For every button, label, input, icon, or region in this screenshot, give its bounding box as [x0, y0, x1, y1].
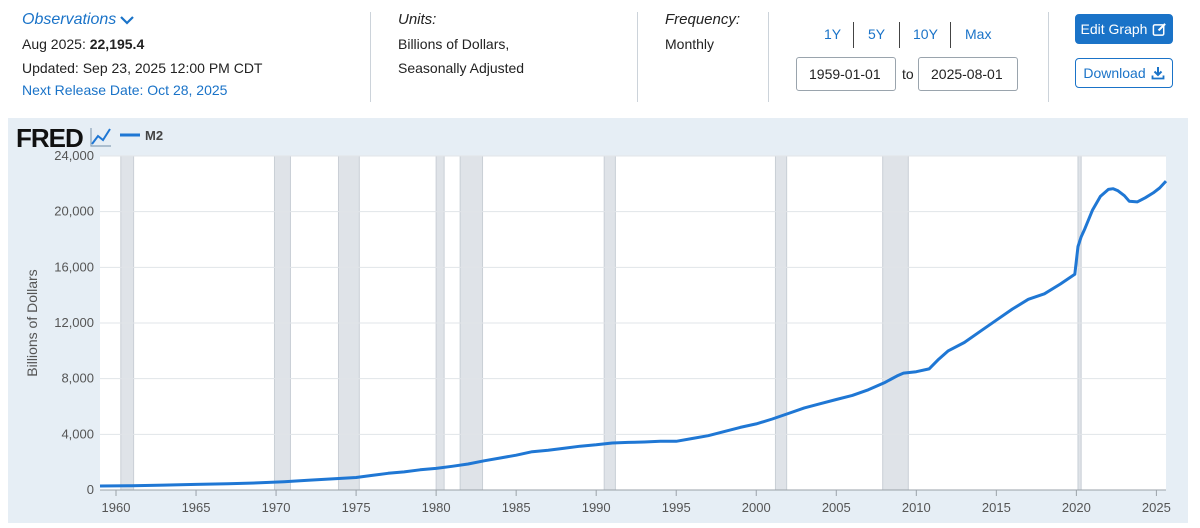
- y-tick-label: 12,000: [54, 315, 94, 330]
- units-line-1: Billions of Dollars,: [398, 36, 510, 52]
- x-tick-label: 1980: [422, 500, 451, 515]
- y-tick-label: 16,000: [54, 259, 94, 274]
- x-tick-label: 1975: [342, 500, 371, 515]
- x-tick-label: 1985: [502, 500, 531, 515]
- divider: [768, 12, 769, 102]
- x-tick-label: 2010: [902, 500, 931, 515]
- edit-graph-label: Edit Graph: [1080, 21, 1148, 37]
- chevron-down-icon: [120, 15, 135, 25]
- frequency-label: Frequency:: [665, 11, 741, 28]
- start-date-input[interactable]: [796, 57, 896, 91]
- edit-icon: [1153, 22, 1167, 36]
- x-tick-label: 2015: [982, 500, 1011, 515]
- end-date-input[interactable]: [918, 57, 1018, 91]
- m2-line-chart: 0 4,000 8,000 12,000 16,000 20,000 24,000 1960 1…: [16, 123, 1171, 515]
- legend-label-m2: M2: [145, 128, 163, 143]
- latest-observation: Aug 2025: 22,195.4: [22, 36, 145, 52]
- units-label: Units:: [398, 11, 437, 28]
- download-button[interactable]: Download: [1075, 58, 1173, 88]
- divider: [637, 12, 638, 102]
- range-separator: [853, 22, 854, 48]
- frequency-value: Monthly: [665, 36, 715, 52]
- y-axis-label: Billions of Dollars: [24, 269, 40, 376]
- date-range-to: to: [902, 66, 914, 82]
- y-tick-label: 20,000: [54, 204, 94, 219]
- y-tick-label: 24,000: [54, 148, 94, 163]
- chart-line-icon: [90, 128, 111, 147]
- updated-date: Updated: Sep 23, 2025 12:00 PM CDT: [22, 60, 263, 76]
- y-tick-label: 4,000: [61, 426, 94, 441]
- range-1y-button[interactable]: 1Y: [824, 26, 842, 42]
- x-tick-label: 1960: [102, 500, 131, 515]
- edit-graph-button[interactable]: Edit Graph: [1075, 14, 1173, 44]
- divider: [370, 12, 371, 102]
- graph-header: Observations Aug 2025: 22,195.4 Updated:…: [0, 0, 1200, 118]
- x-tick-label: 1970: [262, 500, 291, 515]
- range-separator: [950, 22, 951, 48]
- units-line-2: Seasonally Adjusted: [398, 60, 525, 76]
- x-tick-label: 1995: [662, 500, 691, 515]
- next-release-link[interactable]: Next Release Date: Oct 28, 2025: [22, 82, 228, 98]
- fred-logo: FRED: [16, 123, 83, 153]
- chart-area: 0 4,000 8,000 12,000 16,000 20,000 24,000 1960 1…: [8, 118, 1188, 523]
- series-line-m2: [99, 180, 1168, 488]
- range-max-button[interactable]: Max: [965, 26, 992, 42]
- range-5y-button[interactable]: 5Y: [868, 26, 886, 42]
- x-tick-label: 2005: [822, 500, 851, 515]
- y-tick-label: 0: [87, 482, 94, 497]
- latest-value: 22,195.4: [89, 36, 145, 52]
- x-tick-label: 2020: [1062, 500, 1091, 515]
- divider: [1048, 12, 1049, 102]
- observations-toggle[interactable]: Observations: [22, 11, 135, 29]
- x-tick-label: 1965: [182, 500, 211, 515]
- y-tick-label: 8,000: [61, 371, 94, 386]
- range-10y-button[interactable]: 10Y: [913, 26, 938, 42]
- download-label: Download: [1083, 65, 1146, 81]
- x-tick-label: 2000: [742, 500, 771, 515]
- x-tick-label: 1990: [582, 500, 611, 515]
- x-tick-label: 2025: [1142, 500, 1171, 515]
- observations-label: Observations: [22, 11, 117, 28]
- range-separator: [899, 22, 900, 48]
- download-icon: [1151, 67, 1165, 80]
